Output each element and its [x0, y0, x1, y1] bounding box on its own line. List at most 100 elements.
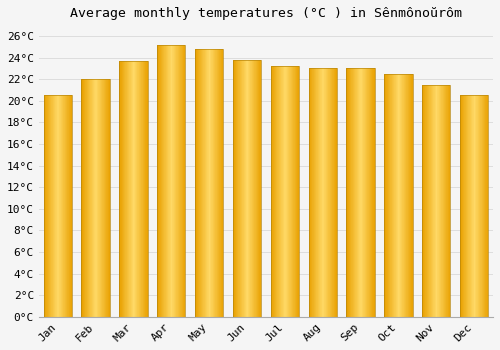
Bar	[404, 74, 405, 317]
Bar	[216, 49, 217, 317]
Bar	[123, 61, 124, 317]
Bar	[133, 61, 134, 317]
Bar	[140, 61, 141, 317]
Bar	[170, 45, 172, 317]
Bar	[180, 45, 181, 317]
Bar	[481, 96, 482, 317]
Bar	[278, 66, 279, 317]
Bar	[238, 60, 239, 317]
Bar	[430, 85, 431, 317]
Bar	[429, 85, 430, 317]
Bar	[487, 96, 488, 317]
Bar	[96, 79, 98, 317]
Title: Average monthly temperatures (°C ) in Sênmônoŭrôm: Average monthly temperatures (°C ) in Sê…	[70, 7, 462, 20]
Bar	[59, 96, 60, 317]
Bar	[137, 61, 138, 317]
Bar	[316, 69, 317, 317]
Bar	[331, 69, 332, 317]
Bar	[398, 74, 399, 317]
Bar	[427, 85, 428, 317]
Bar	[433, 85, 434, 317]
Bar	[463, 96, 464, 317]
Bar	[86, 79, 87, 317]
Bar	[158, 45, 159, 317]
Bar	[103, 79, 104, 317]
Bar	[126, 61, 127, 317]
Bar	[241, 60, 242, 317]
Bar	[284, 66, 285, 317]
Bar	[205, 49, 206, 317]
Bar	[58, 96, 59, 317]
Bar	[396, 74, 398, 317]
Bar	[213, 49, 214, 317]
Bar	[184, 45, 185, 317]
Bar	[313, 69, 314, 317]
Bar	[212, 49, 213, 317]
Bar	[163, 45, 164, 317]
Bar	[95, 79, 96, 317]
Bar	[289, 66, 290, 317]
Bar	[399, 74, 400, 317]
Bar	[109, 79, 110, 317]
Bar	[273, 66, 274, 317]
Bar	[82, 79, 83, 317]
Bar	[139, 61, 140, 317]
Bar	[280, 66, 281, 317]
Bar	[176, 45, 177, 317]
Bar	[314, 69, 315, 317]
Bar	[287, 66, 288, 317]
Bar	[54, 96, 55, 317]
Bar	[310, 69, 311, 317]
Bar	[362, 69, 363, 317]
Bar	[162, 45, 163, 317]
Bar	[234, 60, 235, 317]
Bar	[297, 66, 298, 317]
Bar	[353, 69, 354, 317]
Bar	[47, 96, 48, 317]
Bar	[461, 96, 462, 317]
Bar	[485, 96, 486, 317]
Bar	[477, 96, 478, 317]
Bar	[179, 45, 180, 317]
Bar	[44, 96, 45, 317]
Bar	[210, 49, 211, 317]
Bar	[332, 69, 333, 317]
Bar	[355, 69, 356, 317]
Bar	[129, 61, 130, 317]
Bar	[125, 61, 126, 317]
Bar	[358, 69, 359, 317]
Bar	[406, 74, 407, 317]
Bar	[132, 61, 133, 317]
Bar	[85, 79, 86, 317]
Bar	[367, 69, 368, 317]
Bar	[256, 60, 257, 317]
Bar	[282, 66, 283, 317]
Bar	[465, 96, 466, 317]
Bar	[246, 60, 247, 317]
Bar	[174, 45, 176, 317]
Bar	[409, 74, 410, 317]
Bar	[400, 74, 402, 317]
Bar	[71, 96, 72, 317]
Bar	[426, 85, 427, 317]
Bar	[436, 85, 437, 317]
Bar	[368, 69, 369, 317]
Bar	[317, 69, 318, 317]
Bar	[63, 96, 64, 317]
Bar	[183, 45, 184, 317]
Bar	[286, 66, 287, 317]
Bar	[199, 49, 200, 317]
Bar	[219, 49, 220, 317]
Bar	[119, 61, 120, 317]
Bar	[324, 69, 325, 317]
Bar	[182, 45, 183, 317]
Bar	[486, 96, 487, 317]
Bar	[119, 61, 148, 317]
Bar	[422, 85, 450, 317]
Bar	[448, 85, 449, 317]
Bar	[470, 96, 472, 317]
Bar	[333, 69, 334, 317]
Bar	[464, 96, 465, 317]
Bar	[214, 49, 215, 317]
Bar	[466, 96, 468, 317]
